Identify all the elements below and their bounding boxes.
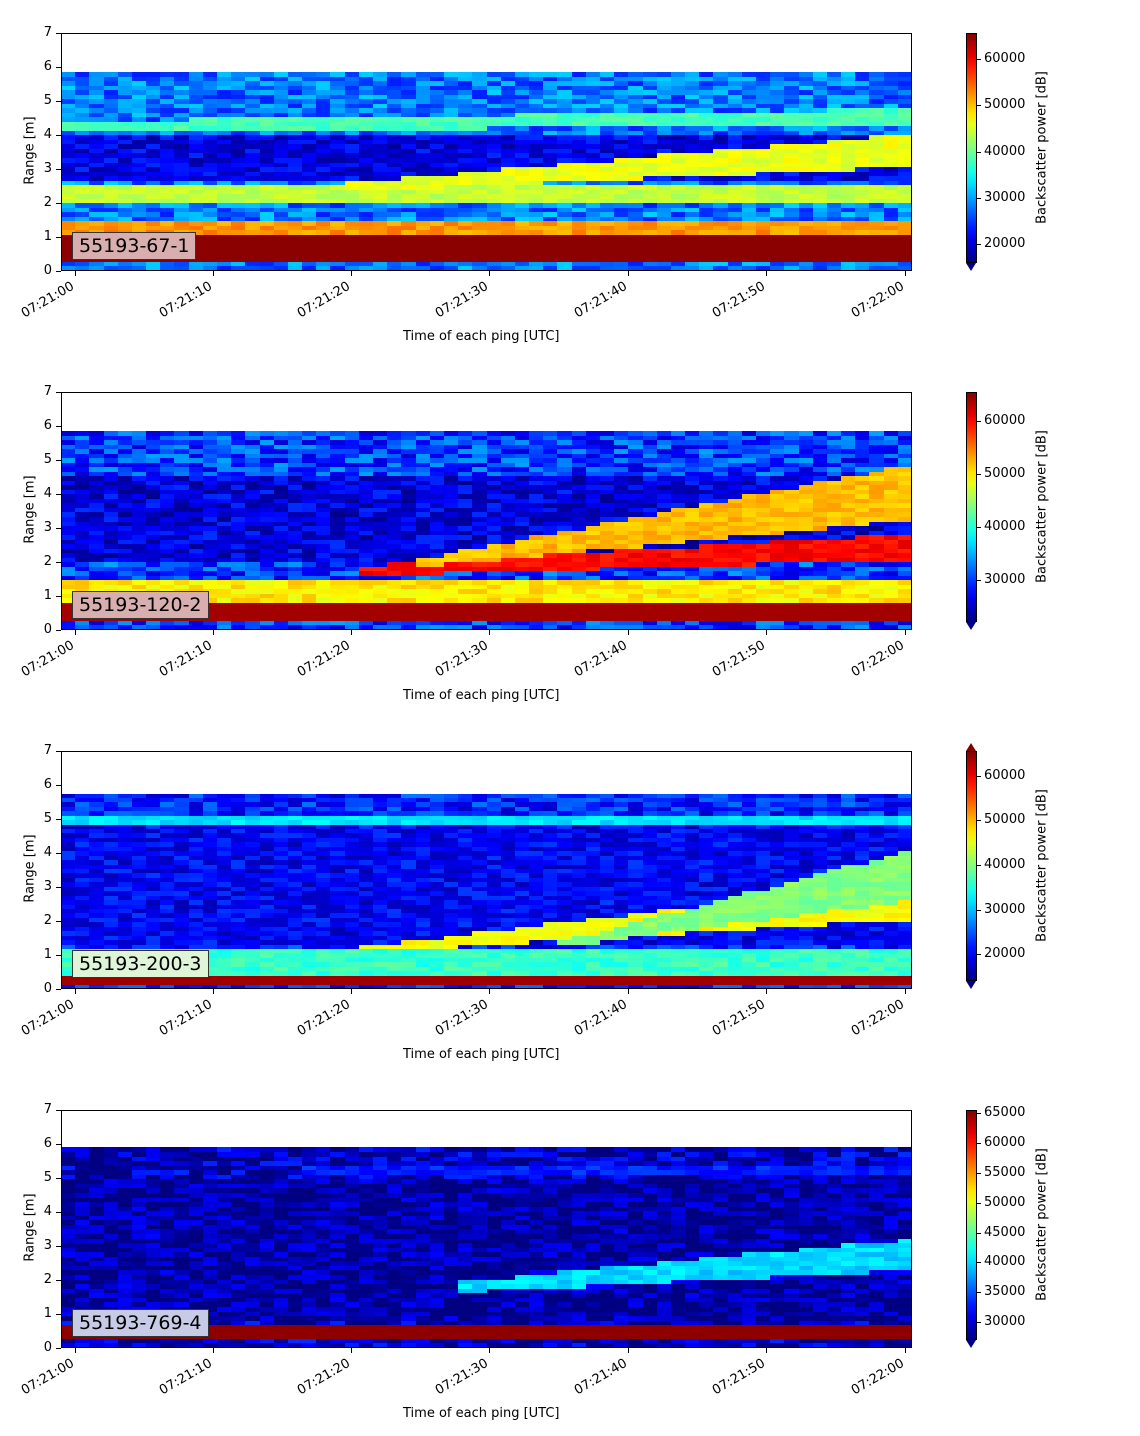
heatmap-cell xyxy=(104,266,119,271)
heatmap-cell xyxy=(416,266,431,271)
heatmap-cell xyxy=(75,266,90,271)
heatmap-cell xyxy=(359,266,374,271)
heatmap-cell xyxy=(557,266,572,271)
echogram-panel-1: 0 1 2 3 4 5 6 7 07:21:00 07:21:10 07:21:20 07:21:30… xyxy=(0,0,1140,359)
heatmap-cell xyxy=(614,266,629,271)
heatmap-cell xyxy=(231,266,246,271)
heatmap-cell xyxy=(217,266,232,271)
heatmap-cell xyxy=(274,266,289,271)
heatmap-cell xyxy=(61,266,76,271)
heatmap-cell xyxy=(600,266,615,271)
heatmap-cell xyxy=(302,266,317,271)
heatmap-cell xyxy=(146,266,161,271)
heatmap-cell xyxy=(501,266,516,271)
heatmap-cell xyxy=(160,266,175,271)
heatmap-cell xyxy=(89,266,104,271)
heatmap-cell xyxy=(288,266,303,271)
heatmap-cell xyxy=(430,266,445,271)
heatmap-cell xyxy=(515,266,530,271)
heatmap-cell xyxy=(444,266,459,271)
heatmap-cell xyxy=(316,266,331,271)
heatmap-cell xyxy=(628,266,643,271)
heatmap-cell xyxy=(118,266,133,271)
heatmap-cell xyxy=(189,266,204,271)
heatmap-cell xyxy=(529,266,544,271)
heatmap-cell xyxy=(586,266,601,271)
heatmap-cell xyxy=(174,266,189,271)
heatmap-cell xyxy=(345,266,360,271)
heatmap-cell xyxy=(330,266,345,271)
heatmap-cell xyxy=(401,266,416,271)
heatmap-cell xyxy=(643,266,658,271)
heatmap-cell xyxy=(245,266,260,271)
heatmap-cell xyxy=(543,266,558,271)
heatmap-cell xyxy=(572,266,587,271)
heatmap-cell xyxy=(260,266,275,271)
heatmap-cell xyxy=(373,266,388,271)
heatmap-cell xyxy=(387,266,402,271)
heatmap-cell xyxy=(132,266,147,271)
heatmap-cell xyxy=(203,266,218,271)
heatmap-cell xyxy=(458,266,473,271)
heatmap-cell xyxy=(472,266,487,271)
